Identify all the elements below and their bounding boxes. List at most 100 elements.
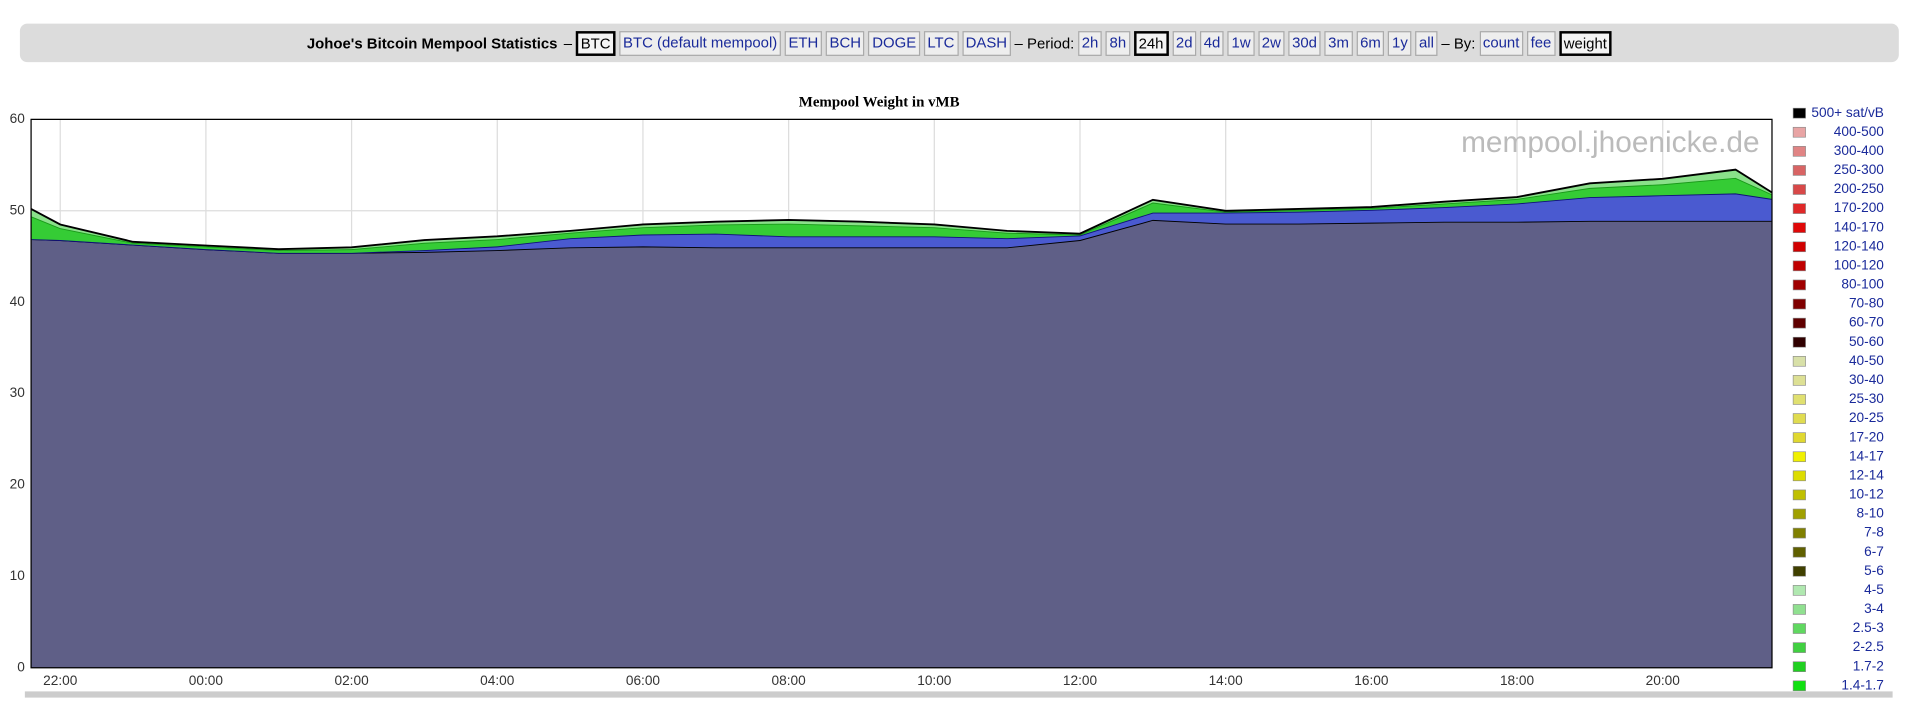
y-tick-label: 10 [10,568,26,583]
nav-button[interactable]: count [1479,30,1524,56]
legend-swatch [1792,680,1806,692]
watermark: mempool.jhoenicke.de [1461,126,1759,159]
legend-label: 100-120 [1834,257,1885,272]
legend-swatch [1792,336,1806,348]
header-bar: Johoe's Bitcoin Mempool Statistics – BTC… [19,23,1899,63]
nav-button[interactable]: weight [1558,30,1612,56]
nav-button[interactable]: 8h [1105,30,1130,56]
legend-swatch [1792,451,1806,463]
legend-label: 17-20 [1849,429,1884,444]
nav-button[interactable]: all [1415,30,1438,56]
legend-label: 2-2.5 [1853,639,1885,654]
legend-label: 10-12 [1849,487,1884,502]
x-tick-label: 10:00 [917,673,952,688]
legend-label: 170-200 [1834,200,1885,215]
legend-label: 5-6 [1864,563,1884,578]
nav-button[interactable]: 2d [1172,30,1197,56]
nav-button[interactable]: DOGE [868,30,920,56]
site-title: Johoe's Bitcoin Mempool Statistics [306,34,558,52]
y-tick-label: 0 [17,659,25,674]
legend-label: 500+ sat/vB [1811,105,1884,120]
legend-label: 120-140 [1834,238,1885,253]
legend-label: 20-25 [1849,410,1884,425]
chart-title: Mempool Weight in vMB [799,95,960,111]
legend-label: 200-250 [1834,181,1885,196]
nav-button[interactable]: DASH [961,30,1011,56]
legend-swatch [1792,642,1806,653]
legend-label: 30-40 [1849,372,1884,387]
legend-label: 12-14 [1849,467,1884,482]
x-tick-label: 12:00 [1063,673,1098,688]
nav-button[interactable]: 24h [1133,30,1169,56]
legend-swatch [1792,470,1806,482]
legend-swatch [1792,203,1806,214]
legend-label: 14-17 [1849,448,1884,463]
y-tick-label: 60 [10,111,26,126]
plot-border [30,118,1773,669]
layer-edge [30,168,1773,251]
legend-swatch [1792,394,1806,405]
by-buttons: count fee weight [1479,30,1612,56]
legend-label: 70-80 [1849,296,1884,311]
x-tick-label: 00:00 [189,673,224,688]
legend-swatch [1792,565,1806,577]
legend-swatch [1792,165,1806,176]
y-tick-label: 40 [10,294,26,309]
x-tick-label: 04:00 [480,673,515,688]
y-tick-label: 50 [10,202,26,217]
legend-label: 40-50 [1849,353,1884,368]
nav-button[interactable]: 2w [1258,30,1285,56]
x-tick-label: 16:00 [1354,673,1389,688]
legend-label: 250-300 [1834,162,1885,177]
legend-swatch [1792,298,1806,310]
area-layer [31,193,1772,253]
nav-button[interactable]: 1w [1227,30,1255,56]
nav-button[interactable]: 1y [1388,30,1412,56]
legend-swatch [1792,279,1806,291]
area-layer [31,219,1772,668]
legend-swatch [1792,222,1806,233]
legend-label: 6-7 [1864,544,1884,559]
period-label: – Period: [1014,34,1075,52]
nav-button[interactable]: 2h [1077,30,1103,56]
legend-swatch [1792,126,1806,138]
separator: – [563,34,573,52]
nav-button[interactable]: BCH [825,30,865,56]
legend-label: 80-100 [1841,277,1884,292]
nav-button[interactable]: LTC [923,30,959,56]
legend-swatch [1792,317,1806,329]
legend-label: 140-170 [1834,219,1885,234]
legend-label: 400-500 [1834,124,1885,139]
legend-swatch [1792,489,1806,501]
legend-swatch [1792,623,1806,634]
y-tick-label: 20 [10,477,26,492]
legend-label: 4-5 [1864,582,1884,597]
legend-swatch [1792,146,1806,157]
legend-label: 1.4-1.7 [1841,677,1884,692]
x-tick-label: 08:00 [772,673,807,688]
nav-button[interactable]: 3m [1324,30,1353,56]
x-tick-label: 20:00 [1646,673,1681,688]
legend-label: 300-400 [1834,143,1885,158]
nav-button[interactable]: ETH [784,30,823,56]
x-tick-label: 02:00 [334,673,369,688]
legend-swatch [1792,546,1806,558]
legend-swatch [1792,413,1806,424]
nav-button[interactable]: BTC (default mempool) [619,30,781,56]
nav-button[interactable]: 30d [1288,30,1321,56]
coin-buttons: BTC BTC (default mempool) ETH BCH DOGE LTC DAS… [575,30,1011,56]
x-tick-label: 22:00 [43,673,78,688]
nav-button[interactable]: BTC [575,30,616,56]
legend-swatch [1792,508,1806,520]
nav-button[interactable]: fee [1526,30,1556,56]
legend-label: 7-8 [1864,525,1884,540]
nav-button[interactable]: 4d [1199,30,1225,56]
nav-button[interactable]: 6m [1356,30,1385,56]
legend-swatch [1792,604,1806,615]
x-tick-label: 18:00 [1500,673,1535,688]
legend-label: 1.7-2 [1853,658,1884,673]
legend-swatch [1792,527,1806,539]
legend-swatch [1792,184,1806,195]
